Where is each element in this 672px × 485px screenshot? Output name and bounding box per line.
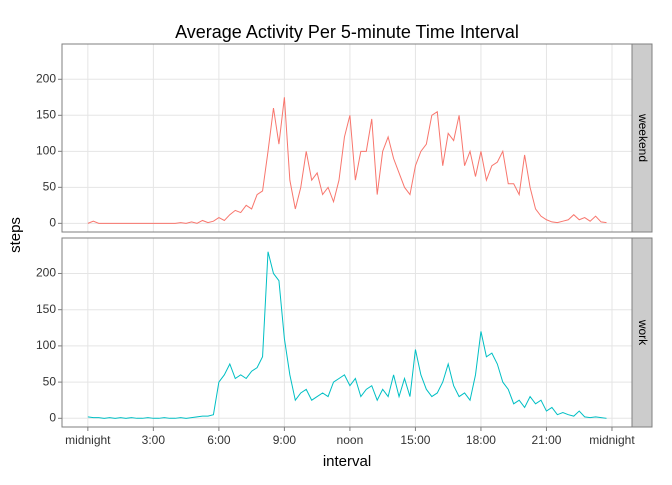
y-tick-label: 0 <box>49 216 56 230</box>
facet-label: weekend <box>636 113 650 162</box>
y-tick-label: 150 <box>36 302 56 316</box>
y-axis-label: steps <box>7 217 24 253</box>
chart-title: Average Activity Per 5-minute Time Inter… <box>175 22 519 42</box>
x-axis-label: interval <box>323 453 371 470</box>
y-tick-label: 200 <box>36 266 56 280</box>
y-tick-label: 100 <box>36 143 56 157</box>
x-tick-label: 3:00 <box>142 433 166 447</box>
facet-strip <box>631 237 653 428</box>
x-tick-label: 6:00 <box>207 433 231 447</box>
line <box>87 251 607 419</box>
x-tick-label: 15:00 <box>400 433 430 447</box>
panel <box>61 237 633 428</box>
facet-label: work <box>636 319 650 346</box>
x-tick-label: noon <box>337 433 364 447</box>
y-tick-label: 50 <box>43 180 57 194</box>
panel <box>61 43 633 233</box>
x-tick-label: midnight <box>589 433 635 447</box>
x-tick-label: 18:00 <box>466 433 496 447</box>
y-tick-label: 150 <box>36 107 56 121</box>
x-tick-label: 21:00 <box>531 433 561 447</box>
x-tick-label: 9:00 <box>273 433 297 447</box>
y-tick-label: 200 <box>36 71 56 85</box>
line <box>87 97 607 224</box>
facet-strip <box>631 43 653 233</box>
y-tick-label: 50 <box>43 374 57 388</box>
x-tick-label: midnight <box>65 433 111 447</box>
y-tick-label: 0 <box>49 410 56 424</box>
y-tick-label: 100 <box>36 338 56 352</box>
